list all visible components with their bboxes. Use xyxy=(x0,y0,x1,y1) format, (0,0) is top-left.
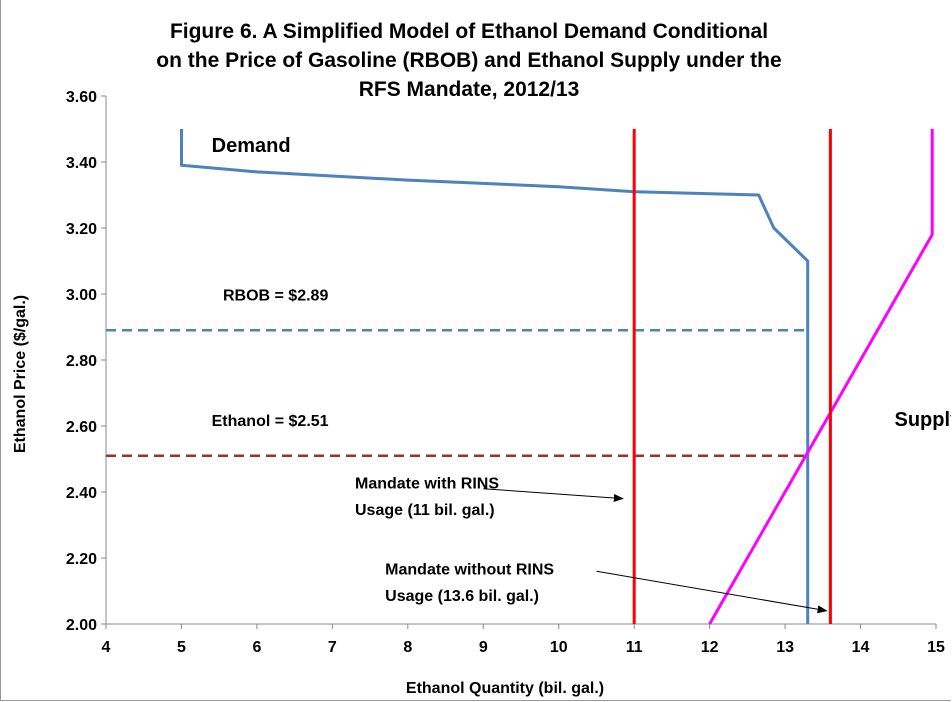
x-tick-label: 9 xyxy=(479,639,488,656)
annotation-mandate-norins-1: Mandate without RINS xyxy=(385,562,554,579)
x-tick-label: 13 xyxy=(776,639,794,656)
y-tick-label: 3.40 xyxy=(66,155,97,172)
y-tick-label: 3.20 xyxy=(66,221,97,238)
x-tick-label: 8 xyxy=(403,639,412,656)
annotation-layer: Demand Supply RBOB = $2.89 Ethanol = $2.51 M… xyxy=(212,135,952,614)
x-tick-label: 11 xyxy=(626,639,643,656)
y-tick-label: 2.80 xyxy=(66,353,97,370)
x-tick-label: 14 xyxy=(852,639,870,656)
y-tick-label: 2.60 xyxy=(66,419,97,436)
annotation-demand: Demand xyxy=(212,135,291,157)
series-layer xyxy=(106,129,934,625)
arrow-mandate-norins xyxy=(596,570,828,614)
x-axis-label: Ethanol Quantity (bil. gal.) xyxy=(406,680,604,697)
y-tick-label: 3.00 xyxy=(66,287,97,304)
annotation-mandate-rins-1: Mandate with RINS xyxy=(355,476,499,493)
chart-title-line-1: Figure 6. A Simplified Model of Ethanol … xyxy=(170,20,768,43)
x-tick-label: 12 xyxy=(701,639,719,656)
chart-title-line-2: on the Price of Gasoline (RBOB) and Etha… xyxy=(156,49,781,72)
x-tick-label: 6 xyxy=(252,639,261,656)
chart-title-line-3: RFS Mandate, 2012/13 xyxy=(359,78,580,101)
x-tick-label: 10 xyxy=(550,639,568,656)
x-tick-label: 15 xyxy=(927,639,945,656)
y-tick-label: 2.00 xyxy=(66,617,97,634)
series-supply-line xyxy=(708,129,934,625)
y-axis-label: Ethanol Price ($/gal.) xyxy=(12,295,29,453)
y-tick-label: 2.20 xyxy=(66,551,97,568)
annotation-rbob: RBOB = $2.89 xyxy=(223,288,328,305)
x-tick-label: 5 xyxy=(177,639,186,656)
annotation-mandate-norins-2: Usage (13.6 bil. gal.) xyxy=(385,588,539,605)
series-demand-line xyxy=(180,129,810,624)
arrow-mandate-rins xyxy=(483,488,624,502)
annotation-supply: Supply xyxy=(895,409,952,431)
y-tick-label: 3.60 xyxy=(66,89,97,106)
annotation-mandate-rins-2: Usage (11 bil. gal.) xyxy=(355,502,495,519)
y-tick-label: 2.40 xyxy=(66,485,97,502)
annotation-ethanol: Ethanol = $2.51 xyxy=(212,413,329,430)
axes: 2.00 2.20 2.40 2.60 2.80 3.00 3.20 3.40 3.60 4 5 6 7… xyxy=(66,89,945,656)
x-tick-label: 4 xyxy=(102,639,111,656)
x-tick-label: 7 xyxy=(328,639,337,656)
